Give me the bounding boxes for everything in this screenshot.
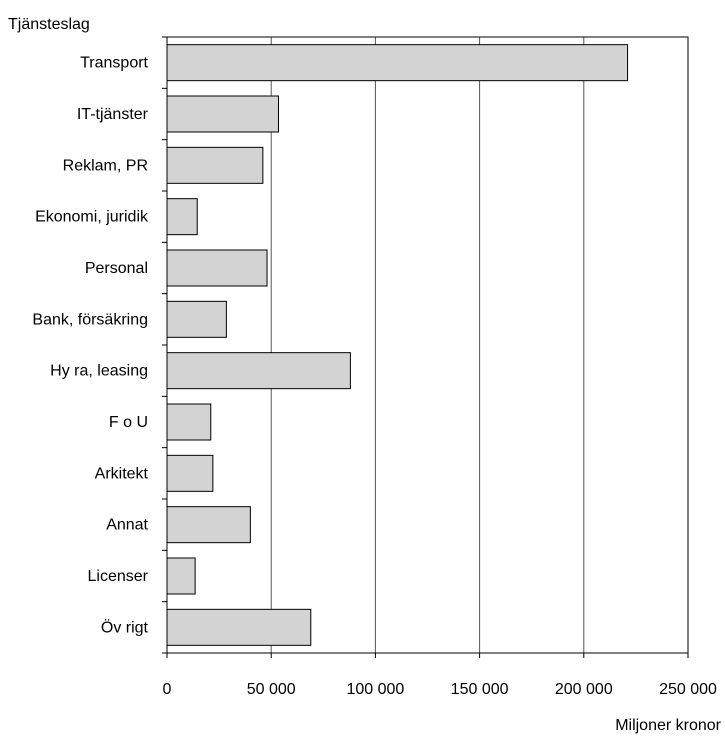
bar	[166, 403, 212, 441]
y-tick-label: Transport	[80, 55, 148, 72]
y-axis-title: Tjänsteslag	[8, 16, 90, 33]
y-tick-label: Hy ra, leasing	[50, 363, 148, 380]
plot-area: Transport IT-tjänster Reklam, PR Ekonomi, j…	[32, 36, 717, 698]
y-tick-label: Annat	[106, 517, 148, 534]
x-tick-label: 150 000	[451, 681, 509, 698]
bar	[166, 249, 268, 287]
bar	[166, 198, 198, 236]
bar	[166, 608, 312, 646]
x-axis-title: Miljoner kronor	[615, 717, 721, 734]
bar	[166, 300, 227, 338]
y-tick-label: Bank, försäkring	[32, 311, 148, 328]
y-tick-label: Ekonomi, juridik	[35, 209, 149, 226]
bar	[166, 557, 196, 595]
bar	[166, 454, 214, 492]
y-tick-label: F o U	[109, 414, 148, 431]
bar	[166, 506, 251, 544]
y-tick-label: Licenser	[88, 568, 149, 585]
x-tick-label: 0	[163, 681, 172, 698]
y-tick-label: Arkitekt	[95, 465, 149, 482]
bar	[166, 95, 279, 133]
x-tick-label: 250 000	[659, 681, 717, 698]
y-tick-label: IT-tjänster	[77, 106, 149, 123]
y-tick-label: Reklam, PR	[63, 157, 148, 174]
x-tick-label: 200 000	[555, 681, 613, 698]
y-tick-label: Öv rigt	[101, 618, 149, 636]
x-tick-label: 100 000	[346, 681, 404, 698]
bar	[166, 146, 264, 184]
x-tick-label: 50 000	[247, 681, 296, 698]
bar	[166, 352, 351, 390]
y-tick-label: Personal	[85, 260, 148, 277]
bar	[166, 44, 629, 82]
